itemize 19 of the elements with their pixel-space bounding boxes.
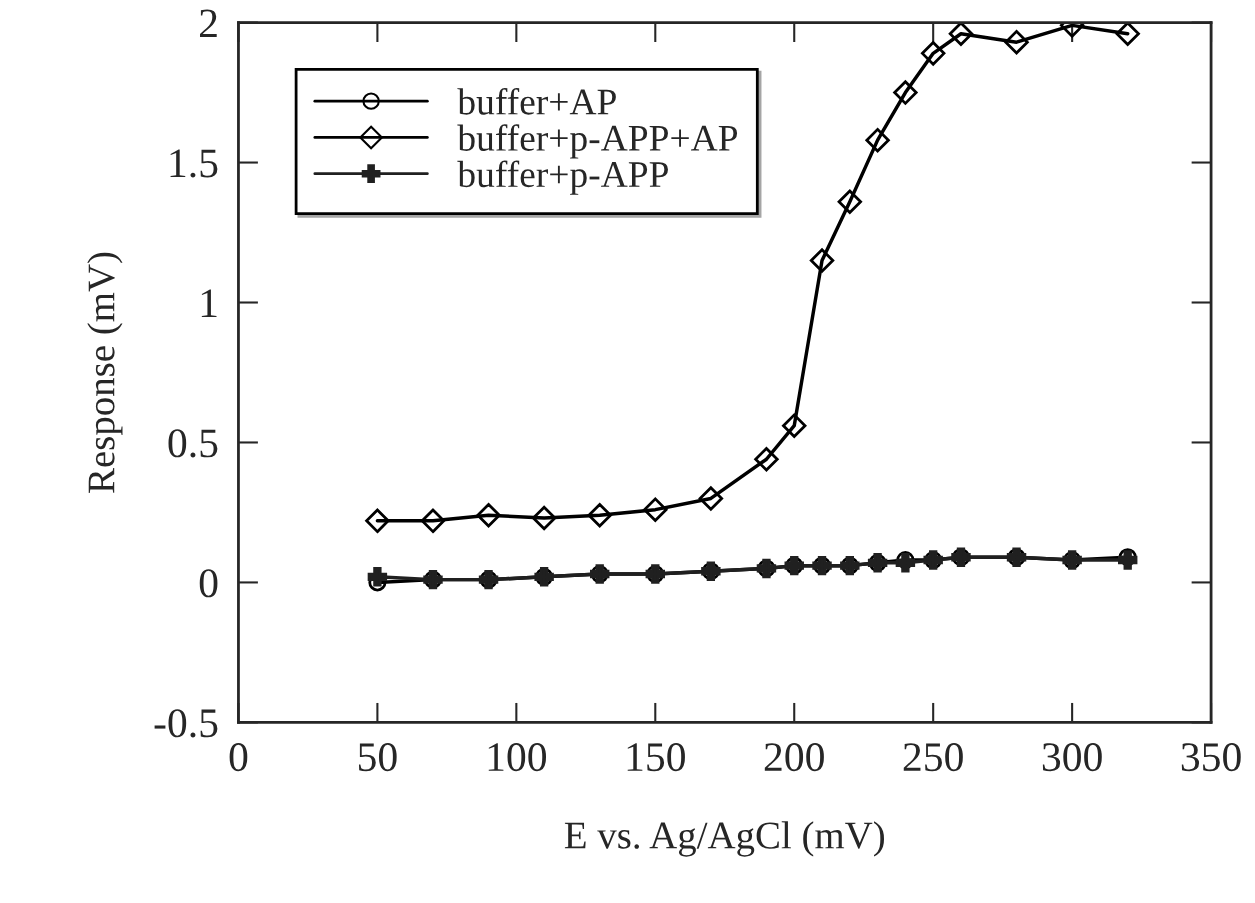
legend-label: buffer+p-APP+AP <box>457 124 738 159</box>
x-tick-label: 200 <box>764 743 824 772</box>
x-axis-title: E vs. Ag/AgCl (mV) <box>564 821 885 857</box>
x-tick-label: 100 <box>488 743 546 772</box>
legend-label: buffer+AP <box>457 87 616 115</box>
y-tick-label: 1.5 <box>170 149 218 178</box>
y-tick-label: 2 <box>200 9 217 38</box>
x-tick-label: 300 <box>1042 743 1102 772</box>
x-tick-label: 50 <box>358 743 397 772</box>
y-axis-title: Response (mV) <box>87 252 123 493</box>
x-tick-label: 250 <box>903 743 963 772</box>
y-tick-label: 1 <box>201 289 217 317</box>
x-tick-label: 0 <box>229 743 248 772</box>
x-tick-label: 350 <box>1181 743 1241 772</box>
y-tick-label: 0.5 <box>168 429 218 458</box>
y-tick-label: -0.5 <box>154 709 218 738</box>
y-tick-label: 0 <box>199 569 218 598</box>
x-tick-label: 150 <box>627 743 685 772</box>
legend-label: buffer+p-APP <box>457 160 668 195</box>
